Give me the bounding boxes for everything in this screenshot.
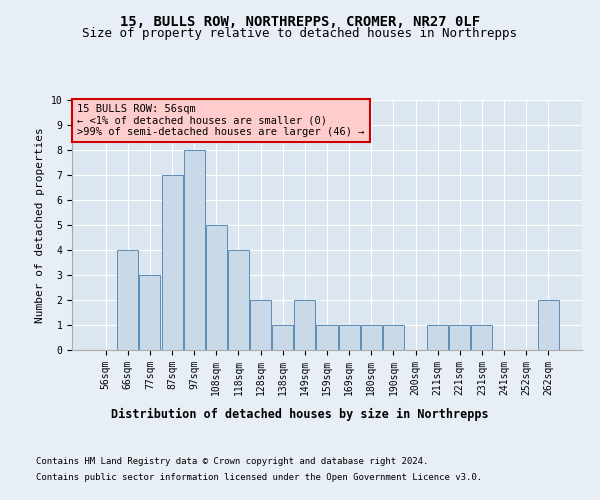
Bar (139, 275, 160, 350)
Text: Distribution of detached houses by size in Northrepps: Distribution of detached houses by size … (111, 408, 489, 420)
Bar (361, 325, 382, 350)
Text: 15, BULLS ROW, NORTHREPPS, CROMER, NR27 0LF: 15, BULLS ROW, NORTHREPPS, CROMER, NR27 … (120, 15, 480, 29)
Bar (118, 250, 139, 350)
Bar (206, 225, 227, 350)
Bar (272, 325, 293, 350)
Text: Size of property relative to detached houses in Northrepps: Size of property relative to detached ho… (83, 28, 517, 40)
Bar (161, 175, 182, 350)
Bar (472, 325, 493, 350)
Bar (538, 300, 559, 350)
Bar (338, 325, 359, 350)
Bar (316, 325, 338, 350)
Text: 15 BULLS ROW: 56sqm
← <1% of detached houses are smaller (0)
>99% of semi-detach: 15 BULLS ROW: 56sqm ← <1% of detached ho… (77, 104, 365, 137)
Bar (228, 250, 249, 350)
Bar (295, 300, 316, 350)
Bar (383, 325, 404, 350)
Bar (427, 325, 448, 350)
Bar (250, 300, 271, 350)
Text: Contains HM Land Registry data © Crown copyright and database right 2024.: Contains HM Land Registry data © Crown c… (36, 458, 428, 466)
Bar (449, 325, 470, 350)
Text: Contains public sector information licensed under the Open Government Licence v3: Contains public sector information licen… (36, 472, 482, 482)
Bar (184, 150, 205, 350)
Y-axis label: Number of detached properties: Number of detached properties (35, 127, 45, 323)
